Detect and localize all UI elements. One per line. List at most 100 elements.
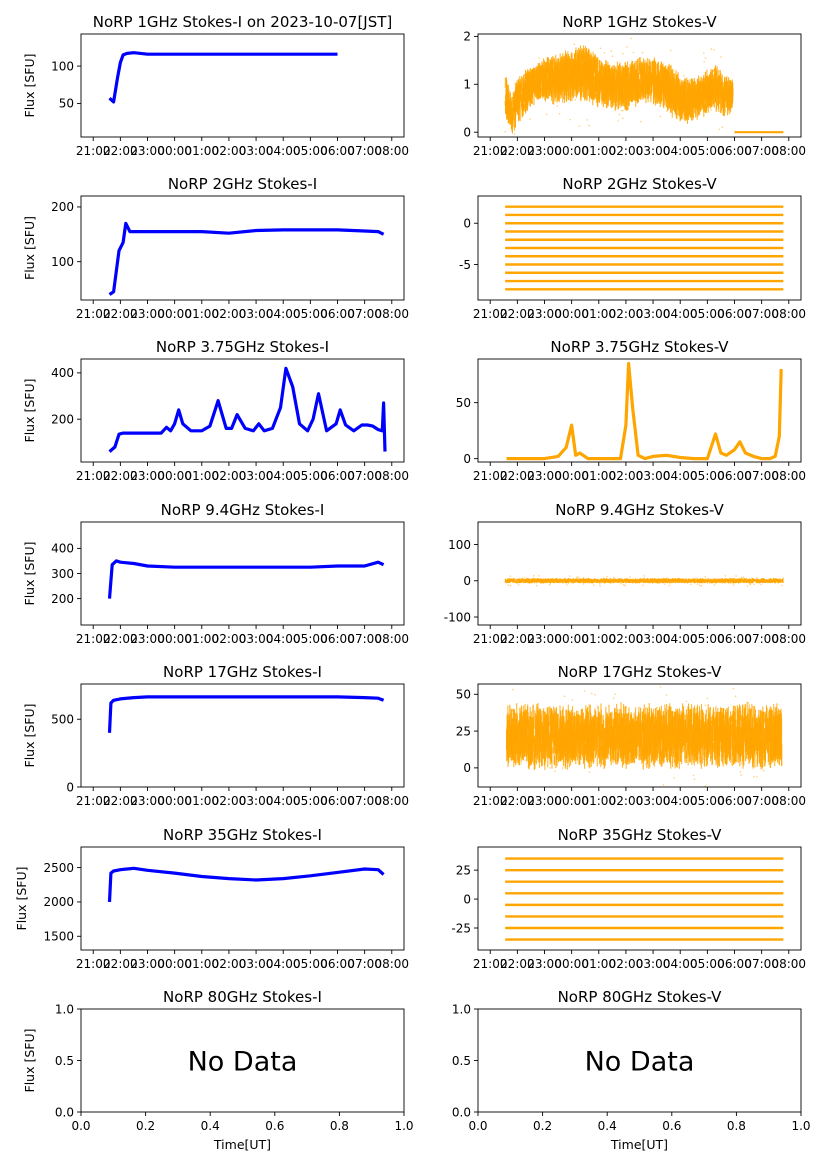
x-tick-label: 02:00 [609,794,644,808]
data-point [756,776,758,778]
data-point [551,78,553,81]
y-tick-label: 400 [51,366,74,380]
data-point [750,578,753,581]
data-point [713,49,715,51]
x-tick-label: 21:00 [76,957,111,971]
data-point [622,117,624,120]
data-line [108,366,387,453]
data-point [579,76,582,79]
data-point [710,48,713,51]
x-tick-label: 07:00 [347,794,382,808]
series-1 [505,205,784,291]
data-point [734,580,736,582]
x-tick-label: 02:00 [609,632,644,646]
x-tick-label: 07:00 [347,144,382,158]
data-point [659,115,662,118]
data-point [520,577,523,580]
series-1 [108,366,387,453]
y-tick-label: 0.5 [452,1054,471,1068]
data-point [558,112,561,115]
x-tick-label: 06:00 [320,957,355,971]
x-tick-label: 08:00 [374,469,409,483]
x-tick-label: 00:00 [554,469,589,483]
x-tick-label: 0.4 [201,1119,220,1133]
data-point [693,778,696,781]
data-point [512,109,515,111]
x-tick-label: 05:00 [293,794,328,808]
x-tick-label: 07:00 [744,144,779,158]
data-point [517,584,520,586]
series-1 [107,866,385,902]
x-tick-label: 06:00 [320,144,355,158]
data-point [564,732,566,734]
data-point [714,74,717,76]
y-tick-label: 25 [456,863,471,877]
data-point [596,706,599,709]
data-point [718,76,721,79]
axes-frame [477,846,802,951]
data-point [602,577,605,580]
x-tick-label: 21:00 [76,144,111,158]
y-tick-label: -100 [444,610,471,624]
y-tick-label: 0 [463,761,471,775]
data-point [643,88,646,91]
series-1 [504,574,785,587]
y-tick-label: 100 [448,538,471,552]
data-point [532,577,535,579]
data-point [505,88,508,90]
data-point [753,583,755,586]
series-1 [108,221,385,296]
x-tick-label: 22:00 [500,957,535,971]
x-tick-label: 05:00 [293,469,328,483]
data-point [735,575,737,577]
y-tick-label: 2 [463,30,471,44]
subplot-1: NoRP 1GHz Stokes-I on 2023-10-07[JST] 50 1… [22,13,409,158]
data-point [681,578,684,580]
x-tick-label: 22:00 [500,307,535,321]
data-point [632,579,635,582]
data-point [599,47,602,50]
x-tick-label: 02:00 [212,794,247,808]
data-point [588,771,591,773]
data-point [617,120,619,122]
data-point [525,759,528,762]
x-tick-label: 07:00 [744,794,779,808]
y-tick-label: 50 [59,97,74,111]
x-tick-label: 05:00 [690,794,725,808]
data-point [594,81,597,83]
x-tick-label: 00:00 [554,307,589,321]
data-point [635,92,637,95]
subplot-13: NoRP 80GHz Stokes-I 0.0 0.5 1.0 0.0 0.2 0.4 0.6… [22,988,414,1152]
x-tick-label: 03:00 [636,632,671,646]
data-point [710,75,712,78]
data-point [512,757,515,759]
data-point [636,578,639,580]
data-point [628,576,631,578]
data-point [507,579,509,582]
data-point [643,577,645,579]
data-point [511,578,514,580]
data-point [742,726,744,728]
x-tick-label: 03:00 [239,632,274,646]
x-tick-label: 03:00 [636,144,671,158]
data-point [677,139,679,141]
x-tick-label: 04:00 [663,144,698,158]
data-point [603,52,606,54]
data-point [690,583,692,586]
data-point [527,765,530,768]
data-point [704,704,707,707]
data-point [517,743,520,746]
data-point [576,576,578,578]
x-tick-label: 21:00 [76,307,111,321]
data-point [595,753,598,756]
data-point [603,731,606,734]
x-tick-label: 21:00 [76,632,111,646]
data-point [511,688,514,691]
x-tick-label: 08:00 [771,469,806,483]
data-point [534,67,537,70]
axes-frame [80,521,405,626]
axes-frame [477,521,802,626]
data-point [576,577,578,580]
x-tick-label: 01:00 [184,469,219,483]
data-point [666,577,669,580]
